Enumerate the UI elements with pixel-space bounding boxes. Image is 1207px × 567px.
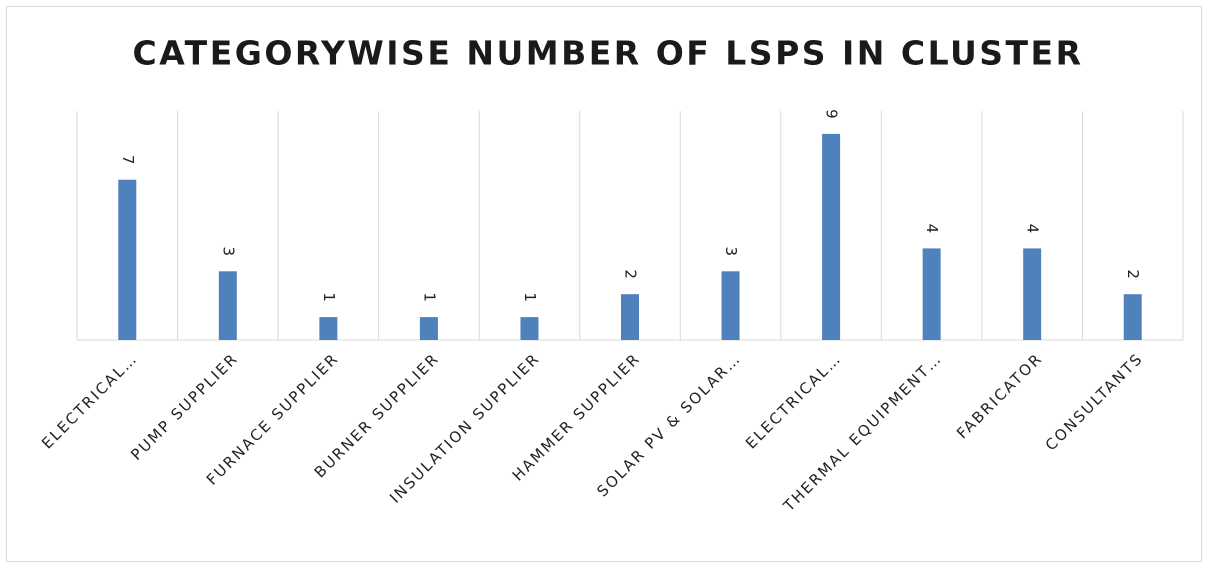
value-label: 7 [119, 155, 137, 165]
value-label: 2 [622, 269, 640, 279]
bar [721, 271, 740, 340]
value-label: 3 [219, 247, 237, 257]
bar [621, 294, 639, 340]
bar [922, 248, 941, 340]
value-label: 1 [320, 292, 338, 302]
bar [822, 133, 841, 340]
value-label: 2 [1124, 269, 1142, 279]
value-label: 1 [521, 292, 539, 302]
bar [520, 317, 539, 340]
bar [218, 271, 237, 340]
bar [419, 317, 438, 340]
bar [118, 179, 137, 340]
bar [1123, 294, 1142, 340]
bar [319, 317, 338, 340]
chart-title: CATEGORYWISE NUMBER OF LSPS IN CLUSTER [132, 34, 1083, 73]
chart-border [6, 6, 1202, 562]
bar [1023, 248, 1042, 340]
value-label: 9 [823, 109, 841, 119]
value-label: 4 [923, 224, 941, 234]
value-label: 4 [1024, 224, 1042, 234]
value-label: 3 [722, 247, 740, 257]
value-label: 1 [420, 292, 438, 302]
